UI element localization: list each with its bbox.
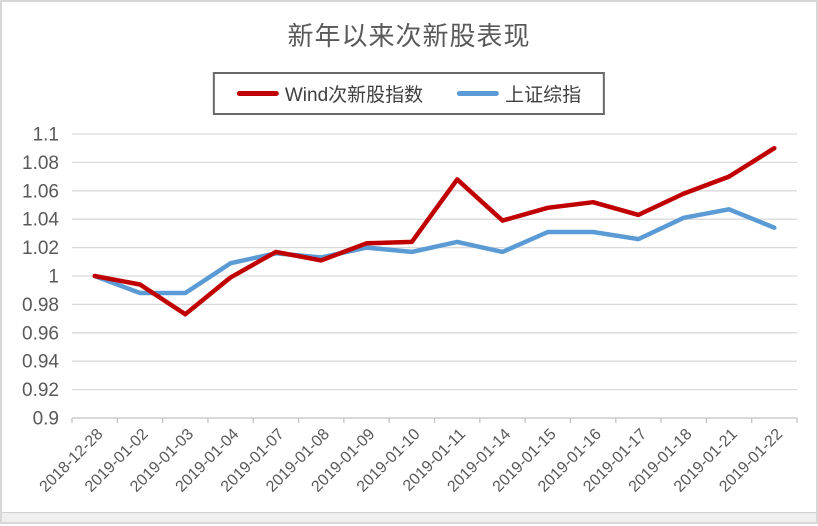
y-tick-label: 1.04 [22, 210, 59, 231]
bottom-strip [2, 512, 816, 522]
legend-label: Wind次新股指数 [284, 85, 424, 106]
series-line-Wind次新股指数 [92, 145, 777, 317]
y-tick-label: 1.06 [22, 181, 59, 202]
y-tick-label: 1.02 [22, 238, 59, 259]
legend-label: 上证综指 [505, 85, 582, 106]
y-tick-label: 1.08 [22, 153, 59, 174]
legend-swatch [457, 91, 500, 96]
series-line-上证综指 [92, 207, 777, 296]
y-tick-label: 0.92 [22, 380, 59, 401]
legend: Wind次新股指数 上证综指 [212, 72, 606, 115]
y-tick-label: 1 [48, 267, 59, 288]
y-tick-label: 0.94 [22, 352, 59, 373]
legend-swatch [236, 91, 279, 96]
y-tick-label: 1.1 [33, 125, 59, 146]
legend-item-szzz: 上证综指 [457, 80, 581, 107]
legend-item-wind: Wind次新股指数 [236, 80, 424, 107]
y-tick-label: 0.9 [33, 409, 59, 430]
y-tick-label: 0.98 [22, 295, 59, 316]
chart-title: 新年以来次新股表现 [287, 21, 531, 51]
y-tick-label: 0.96 [22, 323, 59, 344]
